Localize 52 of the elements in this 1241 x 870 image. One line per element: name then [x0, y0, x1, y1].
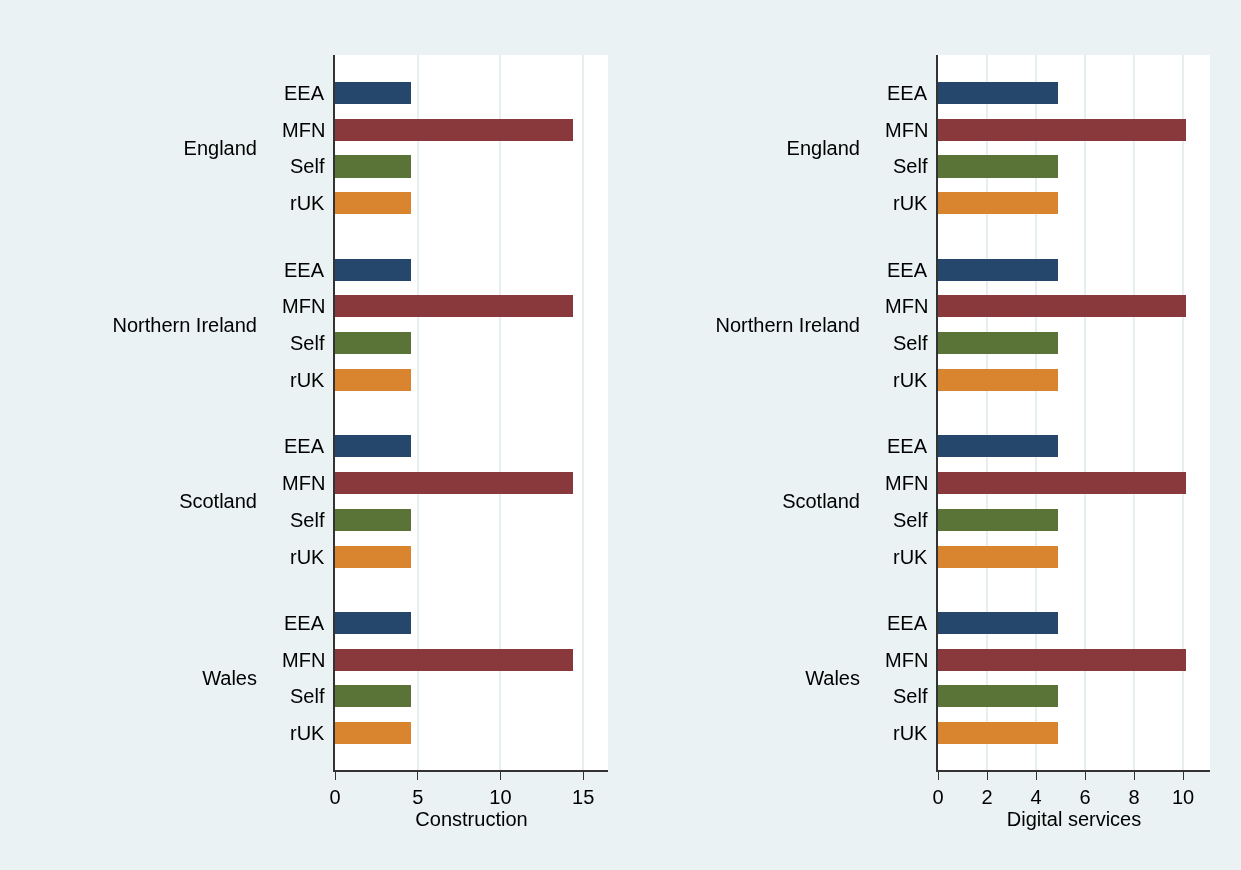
y-tick-label: England — [786, 137, 860, 160]
text: Self — [290, 332, 325, 354]
text: Self — [893, 332, 928, 354]
x-tick-label: 10 — [1171, 786, 1195, 808]
text: MFN — [885, 295, 929, 317]
series-label: rUK — [893, 192, 929, 214]
text: rUK — [893, 546, 928, 568]
text: EEA — [284, 259, 325, 281]
y-tick-label: Northern Ireland — [715, 313, 860, 336]
text: EEA — [887, 612, 928, 634]
text: EEA — [887, 259, 928, 281]
y-tick-label: England — [183, 137, 257, 160]
text: Self — [290, 509, 325, 531]
text: Self — [290, 685, 325, 707]
x-tick-label: 4 — [1030, 786, 1042, 808]
x-tick-label: 0 — [329, 786, 341, 808]
x-axis-title: Digital services — [1006, 808, 1142, 830]
text: Self — [893, 509, 928, 531]
x-tick-label: 0 — [932, 786, 944, 808]
series-label: MFN — [282, 119, 326, 141]
y-tick-label: Scotland — [179, 490, 257, 513]
text: MFN — [885, 649, 929, 671]
text: rUK — [290, 546, 325, 568]
text: rUK — [893, 722, 928, 744]
series-label: rUK — [290, 192, 326, 214]
x-tick-label: 2 — [981, 786, 993, 808]
text: rUK — [893, 369, 928, 391]
y-tick-label: Northern Ireland — [112, 313, 257, 336]
series-label: EEA — [284, 82, 325, 104]
series-label: Self — [290, 155, 325, 177]
text: rUK — [290, 369, 325, 391]
text: MFN — [885, 472, 929, 494]
text: MFN — [282, 472, 326, 494]
text: rUK — [290, 722, 325, 744]
y-tick-label: Scotland — [782, 490, 860, 513]
x-axis-title: Construction — [415, 808, 528, 830]
text: MFN — [282, 295, 326, 317]
y-tick-label: Wales — [805, 667, 860, 689]
series-label: Self — [893, 155, 928, 177]
x-tick-label: 6 — [1079, 786, 1091, 808]
text: Self — [893, 685, 928, 707]
x-tick-label: 15 — [572, 786, 595, 808]
x-tick-label: 5 — [412, 786, 424, 808]
series-label: MFN — [885, 119, 929, 141]
text: EEA — [284, 435, 325, 457]
series-label: EEA — [887, 82, 928, 104]
text: EEA — [284, 612, 325, 634]
x-tick-label: 10 — [489, 786, 512, 808]
x-tick-label: 8 — [1128, 786, 1140, 808]
text: EEA — [887, 435, 928, 457]
y-tick-label: Wales — [202, 667, 257, 689]
text: MFN — [282, 649, 326, 671]
